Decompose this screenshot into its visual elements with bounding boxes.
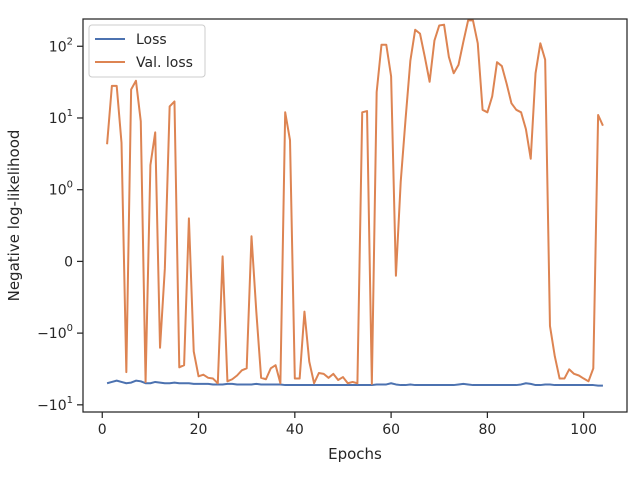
y-tick-label-base: 0 xyxy=(64,254,73,270)
y-tick-label: 102 xyxy=(49,36,73,55)
y-axis-label: Negative log-likelihood xyxy=(5,130,23,302)
legend: Loss Val. loss xyxy=(88,24,206,78)
x-axis-label: Epochs xyxy=(328,445,382,463)
legend-label: Loss xyxy=(136,32,167,48)
y-tick-label-exponent: 1 xyxy=(67,395,73,406)
y-tick-label-exponent: 2 xyxy=(67,36,73,47)
series-line-loss xyxy=(106,379,603,387)
y-tick-label: 0 xyxy=(64,254,73,270)
y-tick-label-base: −10 xyxy=(37,398,67,414)
y-tick-label-exponent: 1 xyxy=(67,108,73,119)
y-tick-label: 100 xyxy=(49,180,73,199)
axes-frame xyxy=(82,18,628,413)
series-layer xyxy=(106,19,604,387)
y-tick-label-base: 10 xyxy=(49,183,67,199)
x-tick-label: 40 xyxy=(286,422,304,438)
y-tick-label-base: −10 xyxy=(37,326,67,342)
y-tick-label: −101 xyxy=(37,395,73,414)
y-tick-label: 101 xyxy=(49,108,73,127)
x-tick-label: 60 xyxy=(382,422,400,438)
x-tick-label: 0 xyxy=(98,422,107,438)
y-tick-label-exponent: 0 xyxy=(67,323,73,334)
x-tick-label: 20 xyxy=(190,422,208,438)
y-tick-label-exponent: 0 xyxy=(67,180,73,191)
x-axis: 0 20 40 60 80 100 xyxy=(98,412,597,438)
y-tick-label: −100 xyxy=(37,323,73,342)
x-tick-label: 80 xyxy=(478,422,496,438)
y-tick-label-base: 10 xyxy=(49,111,67,127)
y-tick-label-base: 10 xyxy=(49,39,67,55)
legend-label: Val. loss xyxy=(136,55,193,71)
series-line-val-loss xyxy=(106,19,604,385)
x-tick-label: 100 xyxy=(570,422,597,438)
